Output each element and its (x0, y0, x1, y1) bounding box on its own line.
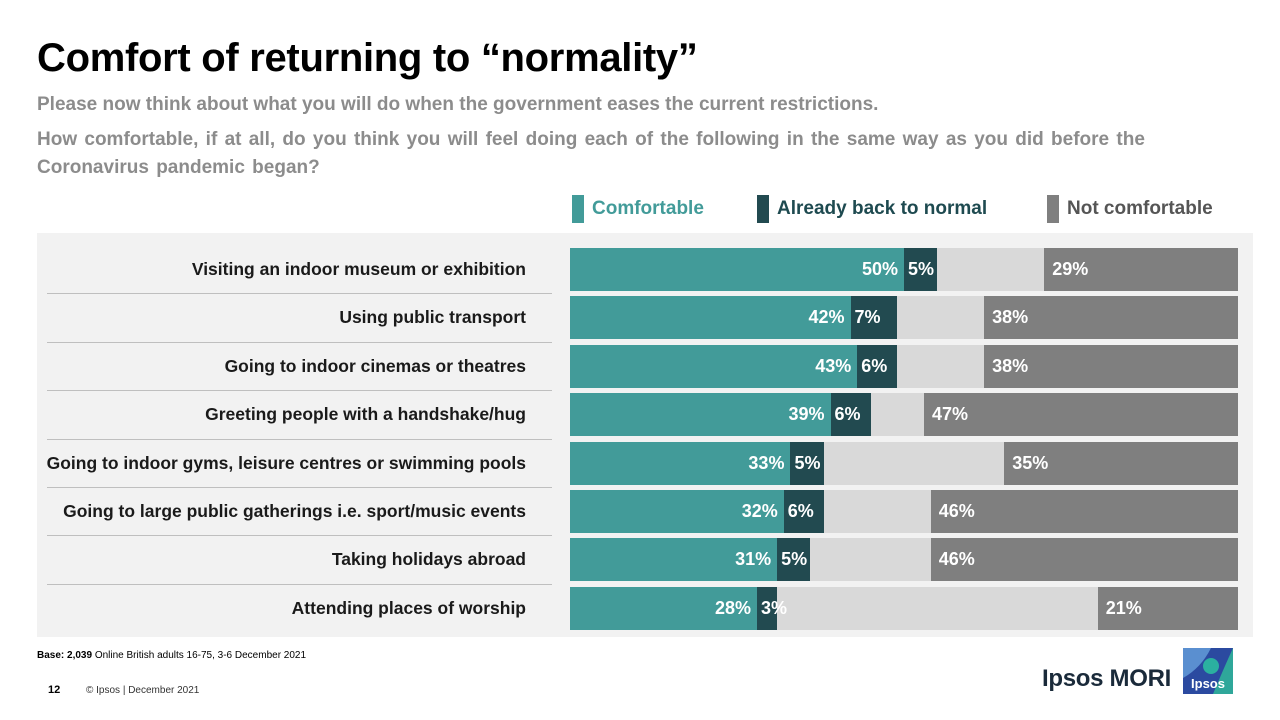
bar-segment-comfortable (570, 441, 791, 485)
question-text: How comfortable, if at all, do you think… (37, 129, 1145, 178)
bar-segment-remainder (823, 490, 931, 533)
category-label: Going to large public gatherings i.e. sp… (63, 501, 526, 521)
bar-segment-already-back (904, 248, 938, 291)
base-description: Online British adults 16-75, 3-6 Decembe… (92, 650, 307, 661)
data-label-not-comfortable: 29% (1052, 259, 1089, 279)
bar-segment-not-comfortable (1097, 586, 1238, 630)
category-label: Visiting an indoor museum or exhibition (191, 259, 526, 279)
data-label-not-comfortable: 47% (932, 404, 969, 425)
category-label: Going to indoor cinemas or theatres (224, 355, 526, 376)
row-separator (47, 293, 552, 295)
copyright: © Ipsos | December 2021 (86, 685, 200, 696)
bar-segment-remainder (870, 393, 925, 437)
data-label-already-back: 3% (761, 597, 788, 618)
logo-text: Ipsos (1191, 676, 1225, 691)
bar-segment-remainder (823, 441, 1005, 485)
bar-segment-not-comfortable (924, 393, 1238, 437)
bar-segment-comfortable (570, 248, 904, 291)
row-separator (47, 583, 552, 585)
legend-item-not-comfortable: Not comfortable (1047, 195, 1213, 223)
bar-segment-remainder (810, 538, 931, 582)
data-label-comfortable: 43% (815, 355, 852, 376)
bar-segment-not-comfortable (1044, 248, 1238, 291)
bar-segment-comfortable (570, 393, 831, 437)
bar-segment-remainder (777, 586, 1098, 630)
legend-item-comfortable: Comfortable (572, 195, 704, 223)
bar-segment-not-comfortable (984, 344, 1238, 388)
row-separator (47, 341, 552, 343)
stacked-bar-chart: Visiting an indoor museum or exhibition 5… (37, 233, 1253, 637)
bar-segment-remainder (937, 248, 1045, 291)
legend-swatch-not-comfortable (1047, 195, 1059, 223)
bar-segment-already-back (777, 538, 811, 582)
bar-segment-not-comfortable (1004, 441, 1238, 485)
question-intro: Please now think about what you will do … (37, 94, 879, 115)
data-label-already-back: 5% (794, 452, 821, 473)
base-count: Base: 2,039 (37, 650, 93, 661)
bar-segment-comfortable (570, 490, 784, 533)
bar-segment-comfortable (570, 296, 851, 340)
data-label-not-comfortable: 35% (1012, 452, 1049, 473)
bar-segment-remainder (897, 296, 985, 340)
data-label-not-comfortable: 21% (1105, 597, 1142, 618)
data-label-already-back: 6% (787, 501, 814, 521)
bar-segment-not-comfortable (930, 490, 1238, 533)
legend-swatch-comfortable (572, 195, 584, 223)
data-label-comfortable: 42% (808, 307, 845, 328)
bar-segment-remainder (897, 344, 985, 388)
data-label-already-back: 6% (834, 404, 861, 425)
legend-label-comfortable: Comfortable (592, 198, 704, 219)
bar-segment-not-comfortable (930, 538, 1238, 582)
category-label: Greeting people with a handshake/hug (205, 404, 526, 425)
bar-segment-comfortable (570, 344, 858, 388)
category-label: Attending places of worship (291, 597, 526, 618)
bar-segment-not-comfortable (984, 296, 1238, 340)
page-title: Comfort of returning to “normality” (37, 36, 698, 80)
data-label-already-back: 5% (781, 549, 808, 570)
bar-segment-already-back (790, 441, 824, 485)
data-label-not-comfortable: 38% (992, 355, 1029, 376)
data-label-already-back: 5% (908, 259, 935, 279)
category-label: Using public transport (339, 307, 526, 328)
legend-label-already-back: Already back to normal (777, 198, 988, 219)
bar-segment-already-back (857, 344, 898, 388)
row-separator (47, 438, 552, 440)
row-separator (47, 390, 552, 392)
data-label-already-back: 6% (861, 355, 888, 376)
legend-swatch-already-back (757, 195, 769, 223)
row-separator (47, 487, 552, 488)
data-label-comfortable: 33% (748, 452, 785, 473)
data-label-not-comfortable: 38% (992, 307, 1029, 328)
row-separator (47, 535, 552, 537)
data-label-comfortable: 31% (735, 549, 772, 570)
page-number: 12 (48, 684, 61, 696)
ipsos-logo-icon: Ipsos (1183, 648, 1233, 694)
legend-item-already-back: Already back to normal (757, 195, 988, 223)
legend-label-not-comfortable: Not comfortable (1067, 198, 1213, 219)
base-note: Base: 2,039 Online British adults 16-75,… (37, 650, 306, 661)
data-label-not-comfortable: 46% (938, 501, 975, 521)
bar-segment-already-back (757, 586, 778, 630)
data-label-comfortable: 50% (861, 259, 898, 279)
data-label-comfortable: 28% (715, 597, 752, 618)
brand-name: Ipsos MORI (1042, 665, 1172, 692)
bar-segment-already-back (850, 296, 898, 340)
bar-segment-comfortable (570, 538, 778, 582)
category-label: Going to indoor gyms, leisure centres or… (46, 452, 526, 473)
data-label-not-comfortable: 46% (938, 549, 975, 570)
category-label: Taking holidays abroad (331, 549, 526, 570)
data-label-comfortable: 39% (788, 404, 825, 425)
bar-segment-already-back (830, 393, 871, 437)
data-label-comfortable: 32% (741, 501, 778, 521)
data-label-already-back: 7% (854, 307, 881, 328)
bar-segment-comfortable (570, 586, 758, 630)
bar-segment-already-back (783, 490, 824, 533)
